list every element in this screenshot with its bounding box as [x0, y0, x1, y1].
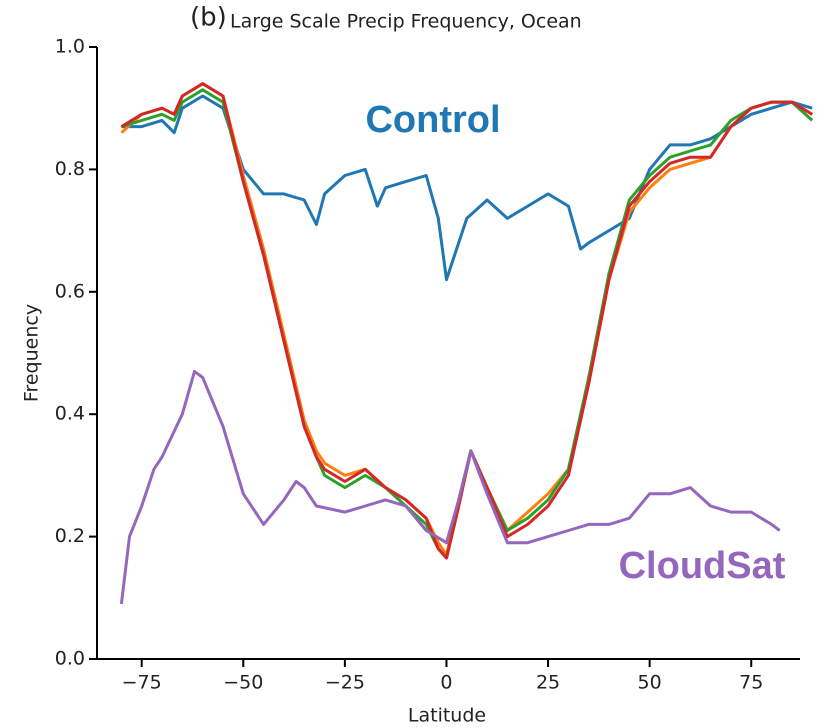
x-tick-label: −25: [325, 672, 365, 694]
series-annotation: CloudSat: [619, 545, 786, 587]
y-tick-label: 0.4: [55, 403, 85, 425]
y-axis-label: Frequency: [21, 304, 43, 402]
series-line: [120, 88, 814, 560]
y-tick-label: 1.0: [55, 36, 85, 58]
x-axis-label: Latitude: [408, 705, 486, 727]
chart-title: Large Scale Precip Frequency, Ocean: [230, 11, 582, 33]
series-annotation: Control: [365, 99, 500, 141]
series-line: [120, 82, 813, 560]
y-tick-label: 0.8: [55, 158, 85, 180]
x-tick-label: 25: [536, 672, 560, 694]
y-tick-label: 0.0: [55, 648, 85, 670]
series-line: [120, 82, 813, 557]
y-tick-label: 0.2: [55, 525, 85, 547]
y-tick-label: 0.6: [55, 280, 85, 302]
x-tick-label: 0: [440, 672, 452, 694]
series-line: [119, 369, 781, 605]
x-tick-label: −50: [223, 672, 263, 694]
x-tick-label: −75: [122, 672, 162, 694]
panel-label: (b): [190, 3, 227, 33]
x-tick-label: 75: [739, 672, 763, 694]
x-tick-label: 50: [638, 672, 662, 694]
